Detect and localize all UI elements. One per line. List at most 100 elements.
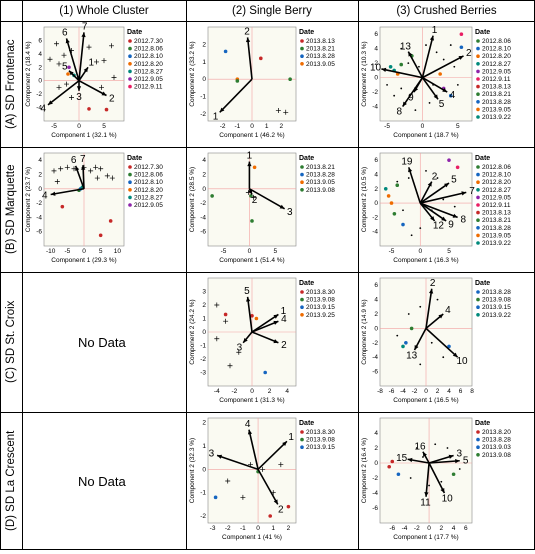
loading-vector	[422, 76, 448, 93]
y-tick-label: 2	[374, 311, 378, 318]
data-point-plus	[260, 466, 266, 472]
legend-marker	[476, 180, 480, 184]
x-tick-label: -1	[240, 525, 246, 532]
x-tick-label: -5	[64, 248, 70, 255]
y-tick-label: 4	[374, 46, 378, 53]
legend-marker	[476, 218, 480, 222]
vector-label: 4	[40, 104, 46, 115]
data-point-2012.7.30	[104, 107, 109, 112]
x-tick-label: -6	[389, 525, 395, 532]
legend-entry: 2012.9.05	[134, 76, 163, 83]
chart-svg-A2: -2 -1 0 1 2 -2 -1 0 1 2 Component 1 (46.2 %) Compon…	[189, 26, 335, 139]
legend-entry: 2013.9.22	[482, 312, 511, 319]
data-point-2012.9.11	[459, 32, 464, 37]
x-tick-label: -10	[46, 248, 56, 255]
legend-entry: 2013.8.30	[306, 429, 335, 436]
y-tick-label: 2	[38, 171, 42, 178]
legend-marker	[476, 430, 480, 434]
legend-entry: 2012.8.27	[482, 61, 511, 68]
vector-arrowhead	[273, 314, 279, 319]
data-point-dot	[400, 87, 403, 90]
data-point-dot	[453, 65, 456, 68]
y-tick-label: -6	[372, 505, 378, 512]
y-axis-label: Component 2 (16.4 %)	[361, 438, 368, 503]
table-rule	[358, 0, 359, 550]
y-tick-label: 4	[374, 171, 378, 178]
legend-marker	[476, 226, 480, 230]
y-tick-label: 0	[374, 200, 378, 207]
vector-label: 11	[420, 498, 431, 509]
loading-vector	[419, 202, 447, 222]
data-point-2012.9.05	[67, 65, 71, 70]
legend-marker	[476, 233, 480, 238]
vector-label: 2	[430, 278, 436, 289]
legend-entry: 2012.9.11	[482, 202, 511, 209]
data-point-dot	[419, 227, 422, 230]
y-axis-label: Component 2 (18.4 %)	[25, 41, 32, 106]
data-point-dot	[425, 169, 427, 172]
legend-entry: 2012.7.30	[134, 38, 163, 45]
y-tick-label: -2	[372, 89, 378, 96]
vector-arrowhead	[279, 204, 285, 209]
y-tick-label: 2	[374, 445, 378, 452]
vector-arrowhead	[81, 32, 86, 38]
y-tick-label: -1	[200, 343, 206, 350]
row-header-la-crescent: (D) SD La Crescent	[5, 430, 17, 532]
legend-entry: 2013.9.03	[482, 444, 511, 451]
vector-label: 1	[288, 432, 294, 443]
y-tick-label: 1	[202, 59, 206, 66]
vector-arrowhead	[247, 161, 252, 167]
data-point-dot	[425, 44, 427, 46]
x-tick-label: -2	[220, 123, 226, 130]
y-tick-label: 2	[202, 302, 206, 309]
vector-label: 2	[432, 171, 438, 182]
legend-entry: 2013.8.28	[482, 289, 511, 296]
legend-marker	[476, 453, 480, 457]
vector-label: 7	[80, 154, 86, 165]
legend-marker	[300, 290, 304, 294]
legend-marker	[128, 84, 132, 89]
x-tick-label: 5	[273, 248, 277, 255]
data-point-plus	[111, 74, 117, 80]
vector-label: 8	[460, 215, 466, 226]
loading-vector	[401, 77, 424, 107]
legend-entry: 2013.8.20	[482, 429, 511, 436]
legend-marker	[300, 62, 304, 66]
legend-title: Date	[475, 280, 490, 287]
data-point-plus	[283, 109, 289, 115]
data-point-2012.7.30	[108, 219, 113, 223]
data-point-dot	[442, 198, 445, 201]
data-point-dot	[386, 83, 388, 86]
data-point-plus	[93, 164, 99, 170]
data-point-dot	[458, 468, 461, 470]
y-tick-label: 4	[202, 157, 206, 164]
loading-vector	[419, 202, 458, 219]
legend-marker	[476, 445, 480, 449]
data-point-dot	[440, 480, 443, 483]
data-point-dot	[442, 356, 445, 359]
x-tick-label: -1	[234, 123, 240, 130]
data-point-2013.9.05	[252, 165, 257, 170]
legend-marker	[476, 203, 480, 207]
legend-entry: 2013.9.22	[482, 240, 511, 247]
x-tick-label: 0	[424, 388, 428, 395]
legend-marker	[476, 62, 480, 66]
y-tick-label: -4	[200, 214, 206, 221]
data-point-dot	[402, 209, 404, 212]
y-tick-label: -2	[372, 214, 378, 221]
data-point-2013.9.08	[451, 472, 456, 477]
vector-label: 9	[448, 219, 454, 230]
vector-arrowhead	[448, 454, 454, 459]
y-tick-label: -2	[200, 200, 206, 207]
data-point-dot	[396, 334, 399, 337]
legend-entry: 2012.9.05	[482, 68, 511, 75]
data-point-plus	[56, 84, 62, 90]
legend-entry: 2013.9.08	[482, 452, 511, 459]
x-axis-label: Component 1 (17.7 %)	[393, 534, 458, 541]
y-tick-label: -1	[200, 490, 206, 497]
legend-entry: 2013.8.28	[482, 99, 511, 106]
loading-vector	[407, 51, 424, 78]
plot-area	[379, 417, 473, 524]
y-tick-label: 4	[374, 297, 378, 304]
vector-label: 5	[244, 286, 250, 297]
